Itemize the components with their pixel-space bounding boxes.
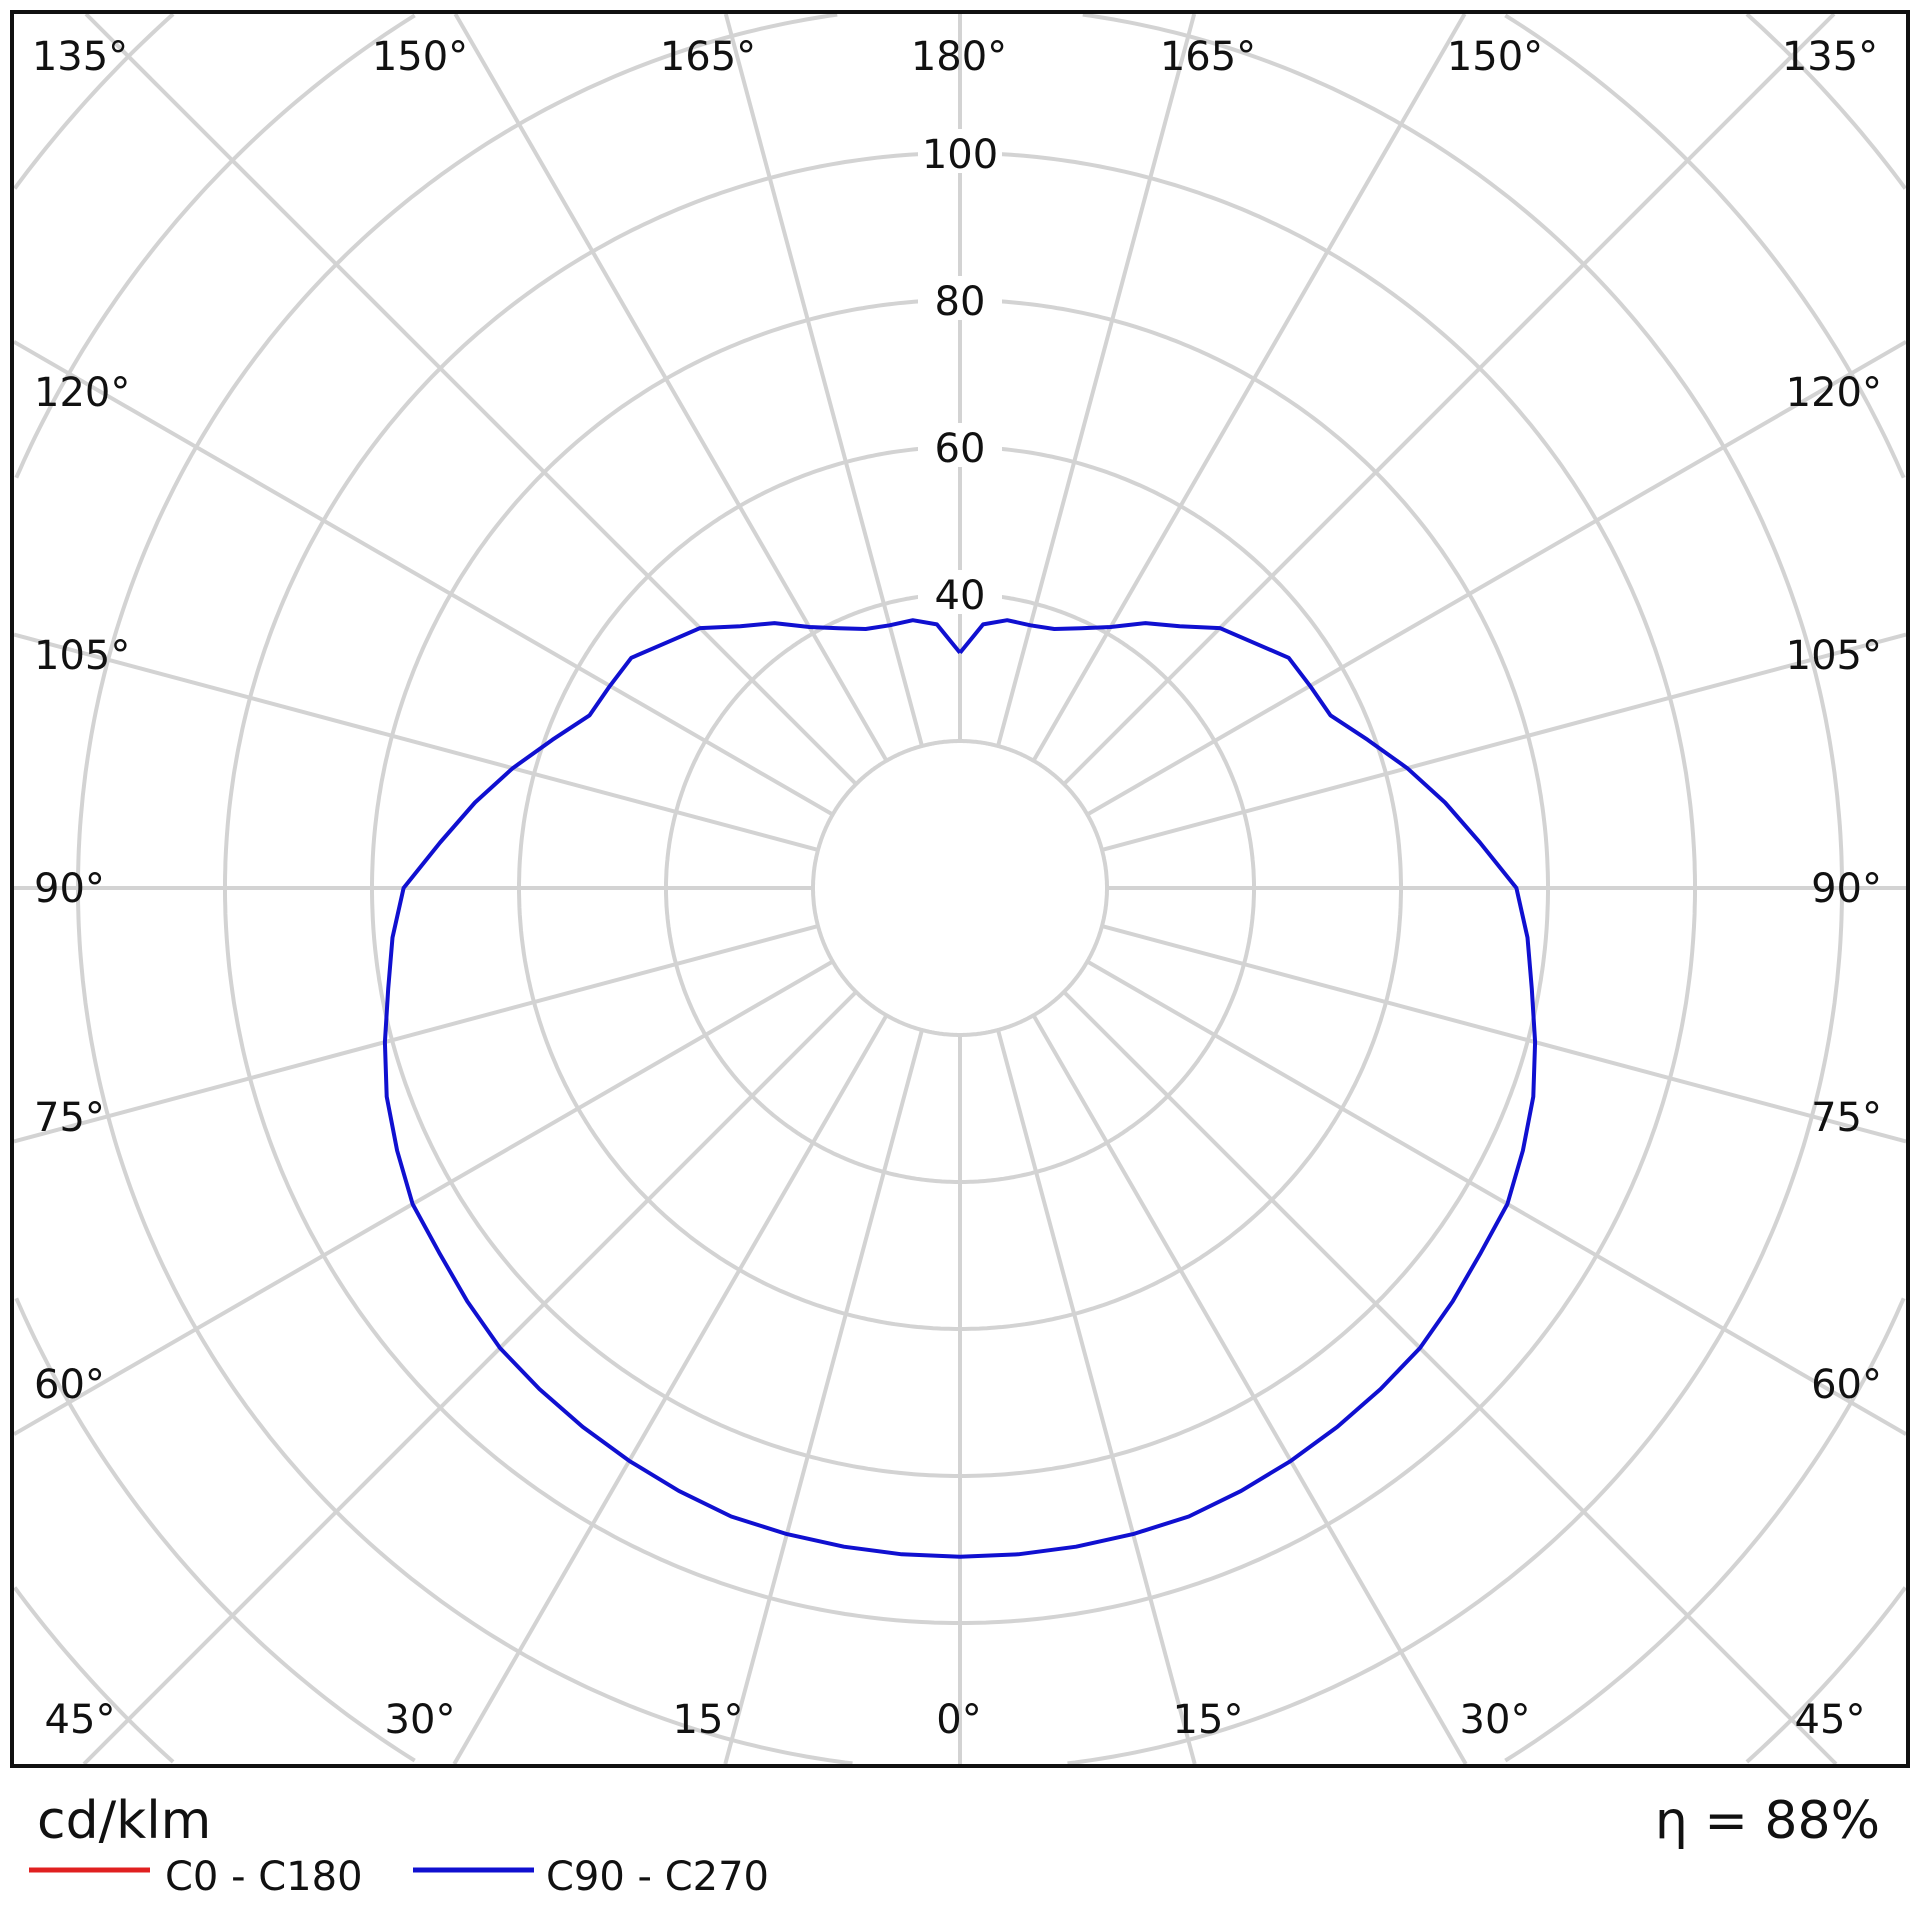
angle-label-top: 165° (1160, 34, 1256, 80)
grid-spoke (13, 340, 834, 817)
grid-spoke (1101, 632, 1907, 852)
plot-frame (10, 10, 1910, 1768)
grid-spoke (13, 924, 819, 1144)
radial-tick-label: 40 (935, 573, 986, 619)
grid-ring (1745, 12, 1907, 190)
radial-tick-label: 60 (935, 426, 986, 472)
grid-ring (14, 1297, 416, 1763)
angle-label-top: 150° (372, 34, 468, 80)
grid-ring (1504, 1297, 1906, 1763)
grid-spoke (84, 12, 858, 786)
efficiency-label: η = 88% (1655, 1791, 1880, 1851)
legend-label-c0-c180: C0 - C180 (165, 1854, 363, 1900)
grid-ring (1082, 12, 1844, 888)
tick-label-bg (918, 129, 1002, 173)
legend-label-c90-c270: C90 - C270 (546, 1854, 769, 1900)
angle-label-bottom: 30° (1460, 1697, 1531, 1743)
angle-label-bottom: 15° (673, 1697, 744, 1743)
angle-label-top: 180° (911, 34, 1007, 80)
grid-spoke (996, 1029, 1197, 1765)
tick-label-bg (918, 423, 1002, 467)
angle-label-right: 120° (1786, 370, 1882, 416)
grid-spoke (723, 1029, 924, 1765)
grid-ring (1745, 1586, 1907, 1764)
radial-tick-labels: 40 60 80 100 (918, 129, 1002, 619)
angle-label-bottom: 45° (45, 1697, 116, 1743)
grid-spoke (1062, 990, 1838, 1766)
radial-tick-label: 100 (922, 132, 998, 178)
grid-ring (76, 12, 853, 1766)
grid-ring (14, 13, 416, 479)
angle-label-top: 135° (1782, 34, 1878, 80)
polar-grid (13, 12, 1908, 1766)
grid-spoke (13, 632, 819, 852)
tick-label-bg (918, 570, 1002, 614)
angle-label-left: 75° (34, 1095, 105, 1141)
legend: C0 - C180 C90 - C270 (29, 1854, 769, 1900)
angle-label-right: 60° (1811, 1362, 1882, 1408)
grid-ring (1504, 13, 1906, 479)
angle-label-top: 135° (32, 34, 128, 80)
angle-label-right: 90° (1811, 866, 1882, 912)
radial-tick-label: 80 (935, 279, 986, 325)
angle-label-left: 120° (34, 370, 130, 416)
angle-labels: 135° 45° 150° 30° 165° 15° 180° 0° 165° 15° 150° 30… (32, 34, 1882, 1743)
grid-spoke (13, 959, 834, 1436)
unit-label: cd/klm (37, 1791, 211, 1851)
grid-spoke (1086, 959, 1908, 1436)
angle-label-left: 105° (34, 633, 130, 679)
angle-label-left: 60° (34, 1362, 105, 1408)
grid-ring (1067, 888, 1844, 1766)
angle-label-bottom: 15° (1173, 1697, 1244, 1743)
grid-spoke (1086, 340, 1908, 817)
grid-ring (13, 12, 175, 190)
grid-spoke (1031, 1014, 1468, 1765)
series-curve-c90-c270 (382, 618, 1538, 1559)
grid-spoke (1031, 13, 1467, 762)
grid-spoke (82, 990, 858, 1766)
grid-ring (13, 1586, 175, 1764)
grid-spoke (1062, 12, 1836, 786)
grid-spoke (1101, 924, 1907, 1144)
grid-spoke (453, 13, 889, 762)
angle-label-bottom: 0° (936, 1697, 981, 1743)
angle-label-bottom: 30° (385, 1697, 456, 1743)
tick-label-bg (918, 276, 1002, 320)
angle-label-left: 90° (34, 866, 105, 912)
angle-label-bottom: 45° (1795, 1697, 1866, 1743)
angle-label-top: 165° (660, 34, 756, 80)
angle-label-right: 75° (1811, 1095, 1882, 1141)
angle-label-right: 105° (1786, 633, 1882, 679)
angle-label-top: 150° (1447, 34, 1543, 80)
curves (382, 618, 1538, 1559)
grid-spoke (452, 1014, 889, 1766)
